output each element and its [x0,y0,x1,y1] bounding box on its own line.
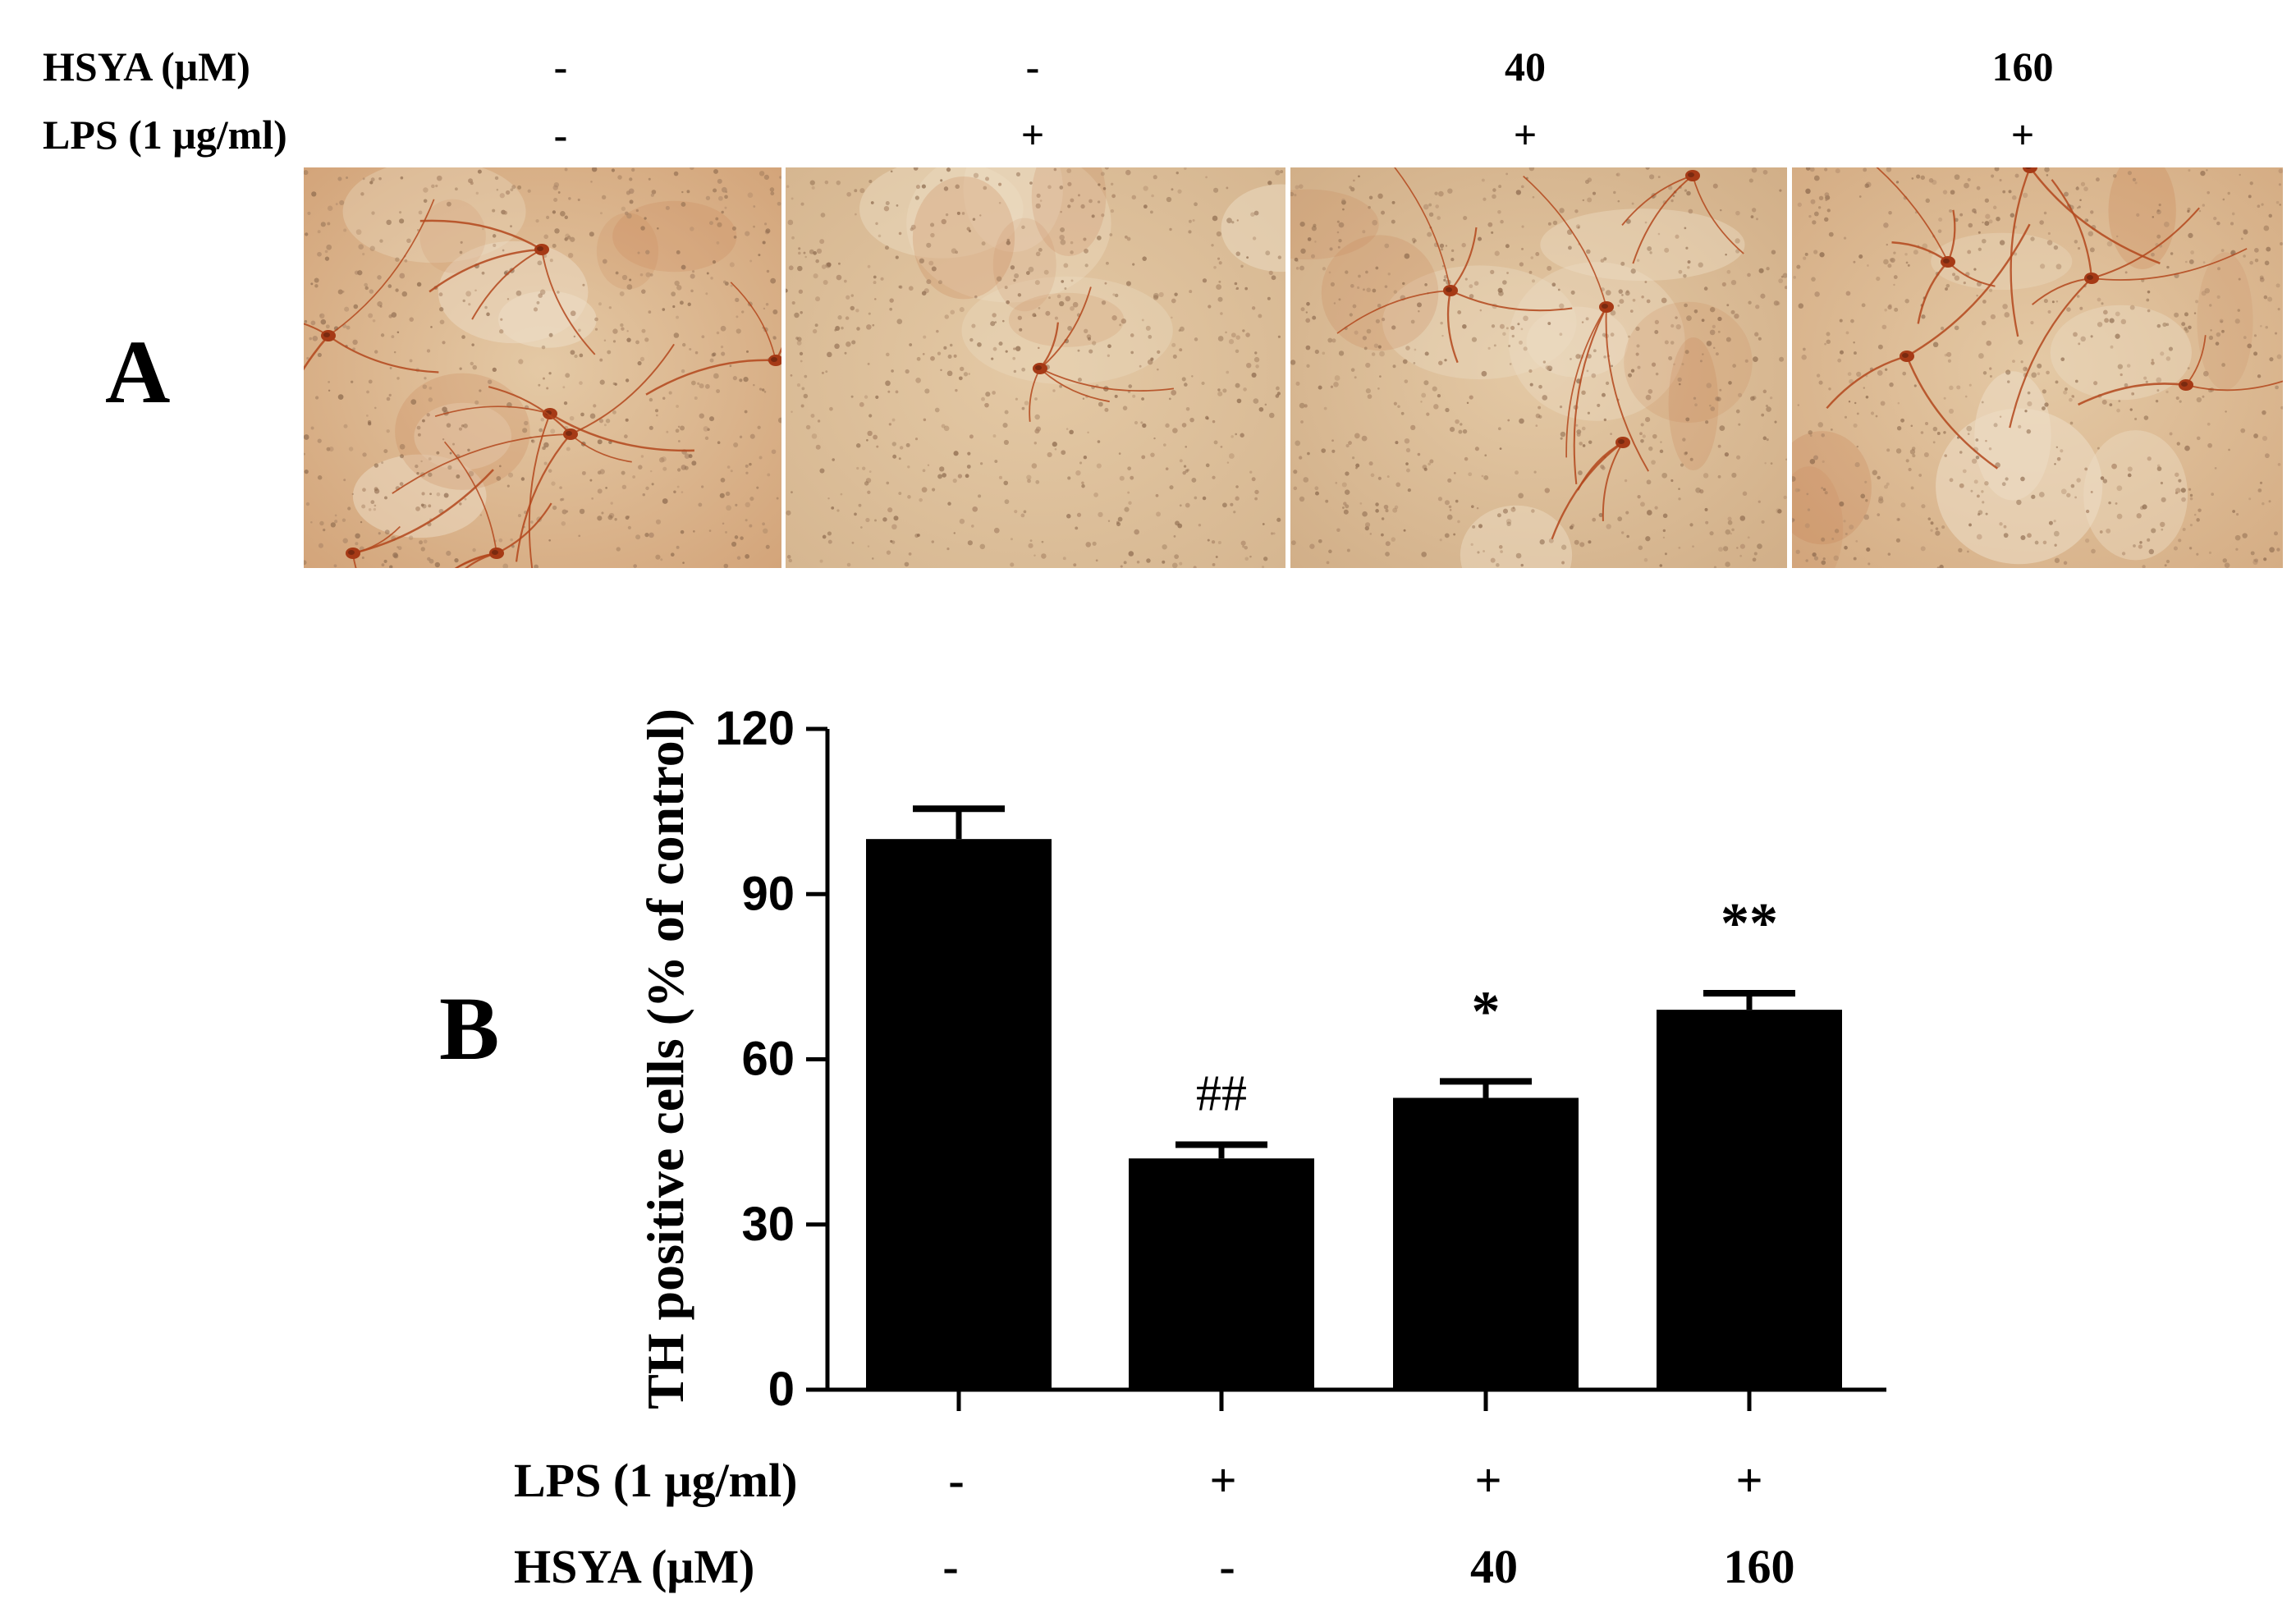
panel-b-lps-value-4: + [1735,1454,1763,1507]
panel-a-lps-value-2: + [1020,112,1045,158]
panel-a-lps-label: LPS (1 μg/ml) [43,112,287,158]
panel-a-letter: A [105,322,171,422]
panel-b-letter: B [439,978,500,1079]
micrograph-lps-hsya-40 [1290,167,1787,568]
panel-b-hsya-value-3: 40 [1470,1540,1518,1593]
significance-label: ** [1721,892,1778,955]
y-tick-label: 90 [741,867,795,920]
y-tick-label: 0 [768,1363,795,1416]
significance-label: ## [1196,1065,1247,1121]
micrograph-lps [786,167,1285,568]
bar [1393,1097,1579,1390]
panel-a-hsya-value-2: - [1025,44,1040,89]
bar [1129,1158,1314,1390]
panel-b-lps-value-1: - [948,1454,965,1507]
y-tick-label: 60 [741,1033,795,1086]
panel-b-lps-label: LPS (1 μg/ml) [514,1454,798,1507]
error-bar [913,805,1005,840]
panel-a-hsya-value-1: - [553,44,568,89]
panel-a-lps-value-1: - [553,112,568,158]
panel-a-hsya-value-4: 160 [1991,44,2054,89]
micrograph-lps-hsya-160 [1792,167,2283,568]
error-bar [1175,1141,1267,1159]
significance-label: * [1472,980,1501,1043]
bar [866,839,1052,1390]
panel-a-lps-value-4: + [2010,112,2035,158]
y-tick-label: 30 [741,1198,795,1251]
panel-b-lps-value-3: + [1474,1454,1502,1507]
panel-b-hsya-value-1: - [942,1540,959,1593]
error-bar [1440,1078,1532,1098]
panel-b-hsya-value-4: 160 [1723,1540,1795,1593]
y-axis-label: TH positive cells (% of control) [636,708,694,1409]
panel-a-hsya-value-3: 40 [1505,44,1546,89]
bar [1657,1010,1842,1390]
y-tick-label: 120 [715,702,795,755]
panel-a-lps-value-3: + [1513,112,1538,158]
panel-a-hsya-label: HSYA (μM) [43,44,250,89]
panel-b-hsya-label: HSYA (μM) [514,1540,755,1593]
micrograph-control [304,167,781,568]
panel-b-hsya-value-2: - [1219,1540,1235,1593]
panel-b-lps-value-2: + [1209,1454,1237,1507]
error-bar [1703,990,1795,1010]
